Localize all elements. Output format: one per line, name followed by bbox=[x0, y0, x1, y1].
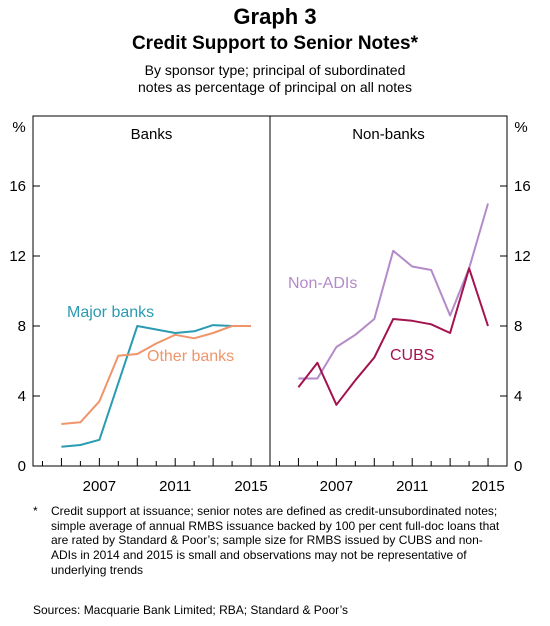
x-tick-label: 2007 bbox=[83, 478, 116, 495]
y-unit-right: % bbox=[514, 119, 527, 136]
series-label-non-adis: Non-ADIs bbox=[288, 275, 357, 292]
y-tick-label-left: 0 bbox=[18, 458, 26, 475]
y-tick-label-right: 0 bbox=[514, 458, 522, 475]
x-tick-label: 2015 bbox=[234, 478, 267, 495]
y-tick-label-left: 12 bbox=[9, 248, 26, 265]
y-tick-label-left: 4 bbox=[18, 388, 26, 405]
sources: Sources: Macquarie Bank Limited; RBA; St… bbox=[33, 603, 348, 617]
panel-title-banks: Banks bbox=[131, 126, 173, 143]
series-line-other-banks bbox=[61, 326, 251, 424]
series-label-major-banks: Major banks bbox=[67, 304, 154, 321]
y-tick-label-right: 16 bbox=[514, 178, 531, 195]
panel-title-non-banks: Non-banks bbox=[352, 126, 425, 143]
series-label-other-banks: Other banks bbox=[147, 348, 234, 365]
x-tick-label: 2015 bbox=[471, 478, 504, 495]
y-tick-label-right: 8 bbox=[514, 318, 522, 335]
x-tick-label: 2007 bbox=[320, 478, 353, 495]
footnote-marker: * bbox=[33, 504, 38, 518]
x-tick-label: 2011 bbox=[396, 478, 428, 495]
y-tick-label-left: 16 bbox=[9, 178, 26, 195]
y-unit-left: % bbox=[12, 119, 25, 136]
chart-area: Banks Non-banks % % 0 0 4 4 8 8 12 12 16 16 2007 20… bbox=[0, 0, 550, 500]
footnote: Credit support at issuance; senior notes… bbox=[51, 504, 506, 578]
y-tick-label-left: 8 bbox=[18, 318, 26, 335]
y-tick-label-right: 12 bbox=[514, 248, 531, 265]
series-label-cubs: CUBS bbox=[390, 347, 434, 364]
y-tick-label-right: 4 bbox=[514, 388, 522, 405]
x-tick-label: 2011 bbox=[159, 478, 191, 495]
